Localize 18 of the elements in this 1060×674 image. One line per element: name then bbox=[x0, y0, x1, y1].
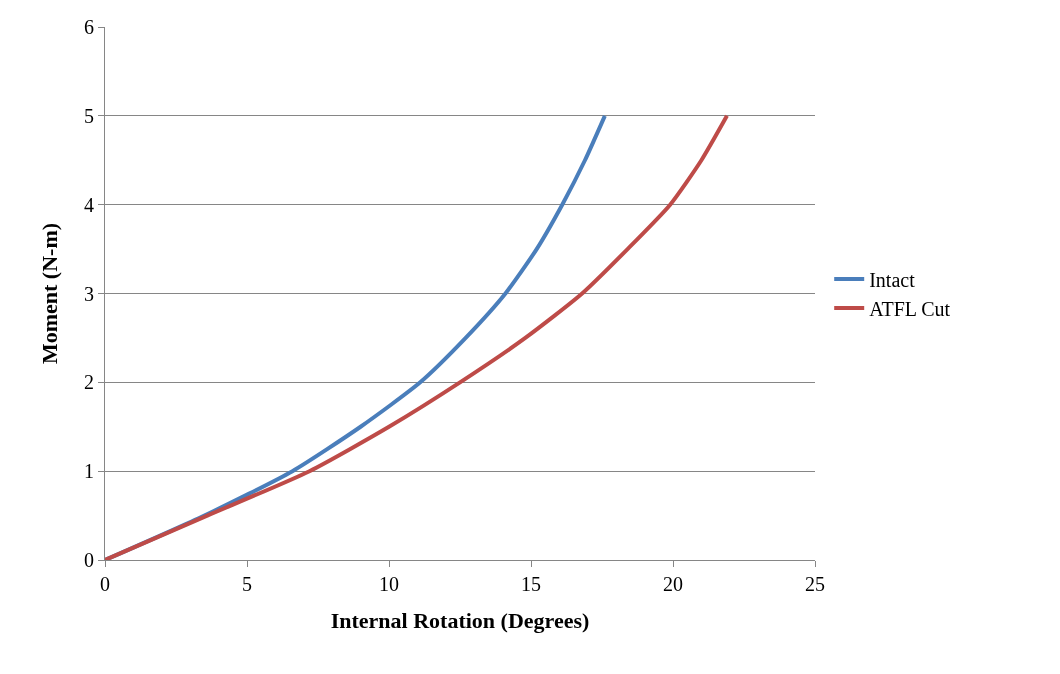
y-tick-label: 5 bbox=[84, 104, 94, 127]
line-series bbox=[105, 113, 729, 560]
legend-label: Intact bbox=[869, 268, 916, 291]
y-tick-label: 0 bbox=[84, 549, 94, 571]
y-tick-label: 6 bbox=[84, 16, 94, 38]
y-tick-label: 3 bbox=[84, 282, 94, 305]
x-tick-label: 25 bbox=[805, 573, 825, 595]
x-tick-label: 20 bbox=[663, 573, 683, 595]
y-tick-label: 1 bbox=[84, 460, 94, 483]
x-tick-label: 15 bbox=[521, 573, 541, 595]
y-tick-label: 4 bbox=[84, 193, 94, 216]
y-axis-title: Moment (N-m) bbox=[36, 222, 62, 365]
x-tick-label: 5 bbox=[242, 573, 252, 595]
legend-label: ATFL Cut bbox=[869, 297, 951, 320]
x-axis-title: Internal Rotation (Degrees) bbox=[330, 607, 590, 633]
x-tick-label: 0 bbox=[100, 573, 110, 595]
y-tick-label: 2 bbox=[84, 371, 94, 394]
x-tick-label: 10 bbox=[379, 573, 399, 595]
